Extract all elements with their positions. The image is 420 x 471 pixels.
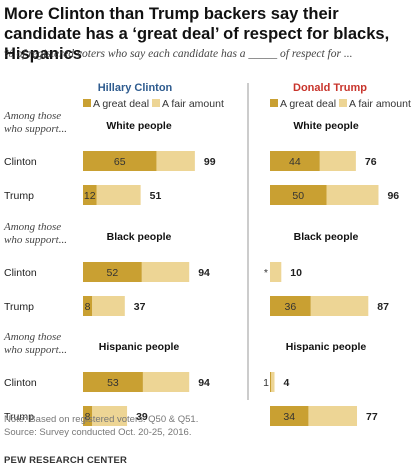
total-value-label: 4: [284, 377, 290, 389]
bar-great-deal: [270, 406, 309, 426]
great-deal-value-label: 1: [263, 377, 269, 389]
legend-swatch-great-deal: [83, 99, 91, 107]
legend-label-great-deal: A great deal: [280, 98, 336, 110]
total-value-label: 76: [365, 156, 377, 168]
great-deal-value-label: *: [264, 267, 268, 279]
bar-great-deal: [270, 185, 327, 205]
great-deal-value-label: 8: [85, 301, 91, 313]
total-value-label: 10: [290, 267, 302, 279]
great-deal-value-label: 8: [85, 411, 91, 423]
among-label-line1: Among those: [3, 110, 61, 122]
great-deal-value-label: 52: [107, 267, 119, 279]
bar-great-deal: [83, 372, 143, 392]
group-label: Black people: [294, 231, 359, 243]
great-deal-value-label: 12: [84, 190, 96, 202]
bar-great-deal: [83, 262, 142, 282]
row-label-trump: Trump: [4, 301, 34, 313]
bar-great-deal: [83, 406, 93, 426]
chart-subtitle: % of registered voters who say each cand…: [4, 48, 353, 60]
legend-swatch-fair-amount: [152, 99, 160, 107]
bar-fair-amount: [96, 185, 141, 205]
among-label-line2: who support...: [4, 344, 67, 356]
note-line: Note: Based on registered voters. Q50 & …: [4, 414, 199, 425]
group-label: Black people: [107, 231, 172, 243]
bar-fair-amount: [319, 151, 356, 171]
total-value-label: 94: [198, 267, 210, 279]
among-label-line1: Among those: [3, 331, 61, 343]
group-label: Hispanic people: [286, 341, 367, 353]
total-value-label: 51: [150, 190, 162, 202]
total-value-label: 99: [204, 156, 216, 168]
bar-fair-amount: [156, 151, 195, 171]
row-label-clinton: Clinton: [4, 267, 37, 279]
total-value-label: 87: [377, 301, 389, 313]
source-note-line: Source: Survey conducted Oct. 20-25, 201…: [4, 427, 192, 438]
bar-great-deal: [83, 185, 97, 205]
row-label-clinton: Clinton: [4, 156, 37, 168]
bar-fair-amount: [92, 406, 128, 426]
great-deal-value-label: 36: [284, 301, 296, 313]
bar-fair-amount: [142, 372, 190, 392]
bar-great-deal: [270, 372, 272, 392]
bar-fair-amount: [310, 296, 369, 316]
total-value-label: 77: [366, 411, 378, 423]
bar-fair-amount: [270, 262, 282, 282]
total-value-label: 94: [198, 377, 210, 389]
legend-label-fair-amount: A fair amount: [349, 98, 411, 110]
bar-fair-amount: [308, 406, 358, 426]
group-label: White people: [293, 120, 358, 132]
bar-fair-amount: [271, 372, 275, 392]
bar-fair-amount: [92, 296, 125, 316]
bar-great-deal: [270, 296, 311, 316]
among-label-line1: Among those: [3, 221, 61, 233]
panel-title-trump: Donald Trump: [293, 82, 367, 94]
great-deal-value-label: 53: [107, 377, 119, 389]
legend-swatch-fair-amount: [339, 99, 347, 107]
total-value-label: 37: [134, 301, 146, 313]
row-label-trump: Trump: [4, 411, 34, 423]
bar-great-deal: [270, 151, 320, 171]
row-label-trump: Trump: [4, 190, 34, 202]
bar-fair-amount: [326, 185, 379, 205]
bar-great-deal: [83, 296, 93, 316]
panel-title-clinton: Hillary Clinton: [98, 82, 173, 94]
legend-swatch-great-deal: [270, 99, 278, 107]
row-label-clinton: Clinton: [4, 377, 37, 389]
among-label-line2: who support...: [4, 234, 67, 246]
great-deal-value-label: 44: [289, 156, 301, 168]
great-deal-value-label: 65: [114, 156, 126, 168]
great-deal-value-label: 50: [292, 190, 304, 202]
legend-label-fair-amount: A fair amount: [162, 98, 224, 110]
source-label: PEW RESEARCH CENTER: [4, 455, 128, 466]
great-deal-value-label: 34: [283, 411, 295, 423]
legend-label-great-deal: A great deal: [93, 98, 149, 110]
bar-great-deal: [83, 151, 157, 171]
total-value-label: 96: [387, 190, 399, 202]
group-label: White people: [106, 120, 171, 132]
chart-title: More Clinton than Trump backers say thei…: [4, 5, 390, 63]
bar-fair-amount: [141, 262, 190, 282]
total-value-label: 39: [136, 411, 148, 423]
group-label: Hispanic people: [99, 341, 180, 353]
among-label-line2: who support...: [4, 123, 67, 135]
